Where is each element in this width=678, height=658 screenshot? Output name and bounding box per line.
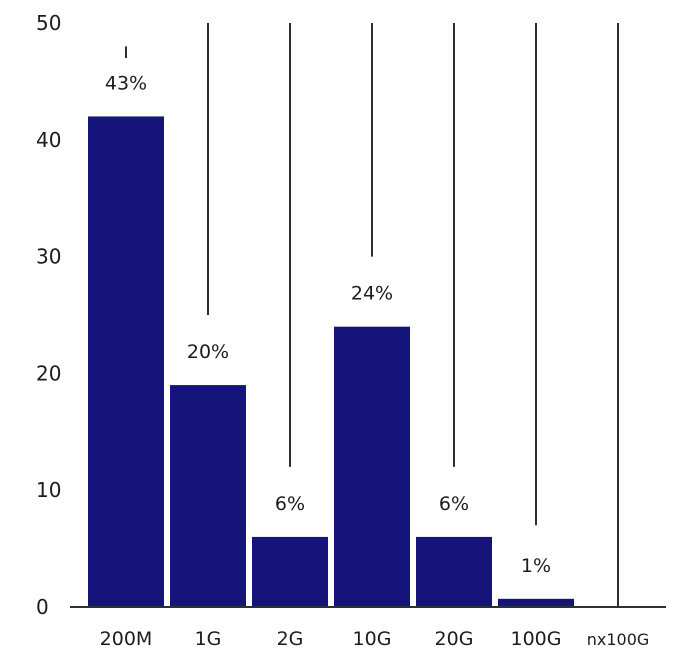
x-axis-ticks: 200M 1G 2G 10G 20G 100G nx100G xyxy=(100,628,650,650)
x-tick-label: 1G xyxy=(195,628,222,650)
bar xyxy=(88,116,164,607)
y-tick-label: 30 xyxy=(36,245,61,269)
data-label: 43% xyxy=(105,72,147,94)
y-tick-label: 10 xyxy=(36,478,61,502)
data-label: 6% xyxy=(275,493,305,515)
data-label: 24% xyxy=(351,283,393,305)
x-tick-label: 200M xyxy=(100,628,153,650)
data-label: 6% xyxy=(439,493,469,515)
bar xyxy=(334,326,410,607)
x-tick-label: 100G xyxy=(511,628,562,650)
x-tick-label: 20G xyxy=(435,628,474,650)
bar xyxy=(416,536,492,607)
bar xyxy=(498,598,574,607)
reference-lines xyxy=(125,23,619,607)
y-tick-label: 40 xyxy=(36,128,61,152)
y-tick-label: 50 xyxy=(36,11,61,35)
y-axis-ticks: 0 10 20 30 40 50 xyxy=(36,11,61,619)
x-tick-label: 10G xyxy=(353,628,392,650)
x-tick-label: 2G xyxy=(277,628,304,650)
data-label: 1% xyxy=(521,555,551,577)
bar xyxy=(170,385,246,607)
y-tick-label: 0 xyxy=(36,595,49,619)
bar xyxy=(252,536,328,607)
y-tick-label: 20 xyxy=(36,361,61,385)
data-label: 20% xyxy=(187,341,229,363)
x-tick-label: nx100G xyxy=(587,630,650,649)
bars xyxy=(88,116,574,607)
data-labels: 43% 20% 6% 24% 6% 1% xyxy=(105,72,551,576)
